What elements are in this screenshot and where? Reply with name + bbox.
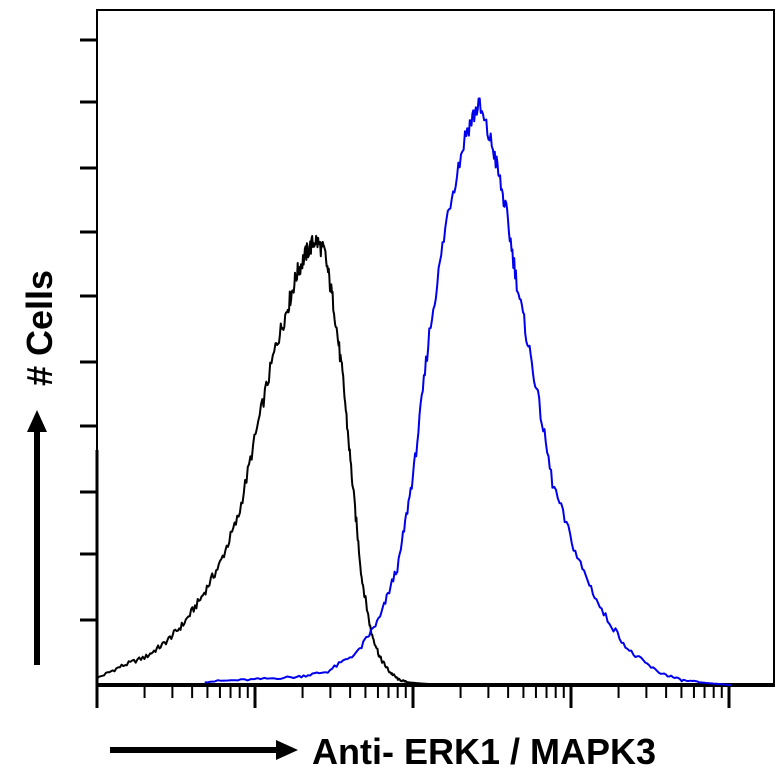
x-axis-label: Anti- ERK1 / MAPK3 <box>312 731 656 772</box>
series-layer <box>96 97 731 686</box>
series-line-0 <box>96 234 442 686</box>
series-line-1 <box>204 97 731 686</box>
x-axis-ticks <box>95 685 731 708</box>
plot-frame <box>96 9 775 686</box>
y-axis-arrow-head <box>27 410 47 432</box>
y-axis-label: # Cells <box>19 270 60 386</box>
x-axis-arrow-head <box>276 740 298 760</box>
y-axis-ticks <box>80 38 97 622</box>
